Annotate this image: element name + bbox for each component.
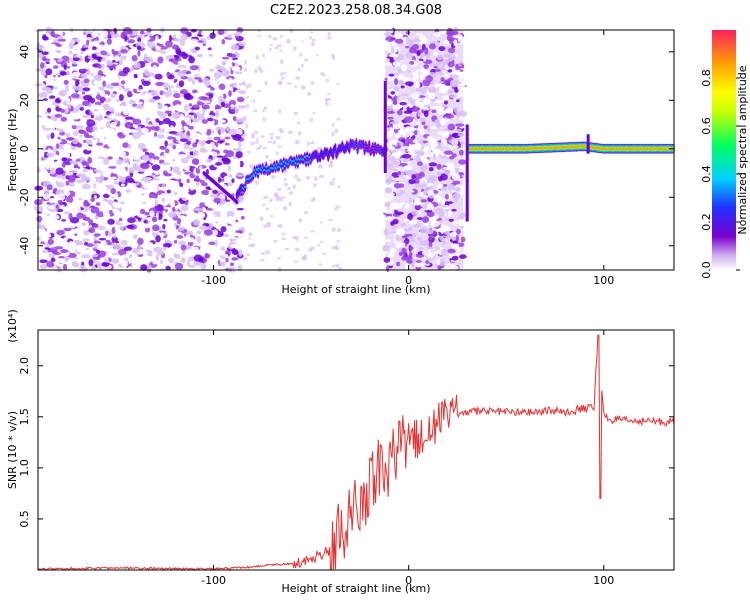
snr-x-label: Height of straight line (km) xyxy=(281,582,430,595)
snr-background xyxy=(38,330,674,570)
colorbar: 0.0 0.2 0.4 0.6 0.8 Normalized spectral ampl… xyxy=(700,30,749,279)
tick-label: 1.0 xyxy=(18,459,31,477)
spectrogram-panel: -100 0 100 -40 -20 0 20 40 Height of straight … xyxy=(6,26,675,296)
tick-label: 100 xyxy=(593,274,614,287)
tick-label: 100 xyxy=(593,574,614,587)
colorbar-gradient xyxy=(712,30,736,270)
colorbar-label: Normalized spectral amplitude xyxy=(736,65,749,234)
snr-y-label: SNR (10 * v/v) xyxy=(6,411,19,489)
snr-y-ticks: 0.5 1.0 1.5 2.0 xyxy=(18,357,674,528)
snr-y-multiplier: (x10⁴) xyxy=(6,309,19,343)
tick-label: -100 xyxy=(201,274,226,287)
spectrogram-y-ticks: -40 -20 0 20 40 xyxy=(18,45,674,255)
snr-series-line xyxy=(37,334,675,571)
figure-title: C2E2.2023.258.08.34.G08 xyxy=(270,3,442,18)
spectrogram-x-ticks: -100 0 100 xyxy=(201,30,614,287)
tick-label: 0 xyxy=(405,274,412,287)
spectrogram-heatmap xyxy=(33,26,675,274)
tick-label: 0.5 xyxy=(18,510,31,528)
tick-label: 0.0 xyxy=(700,261,713,279)
snr-x-ticks: -100 0 100 xyxy=(201,330,614,587)
tick-label: 1.5 xyxy=(18,408,31,426)
tick-label: 0 xyxy=(405,574,412,587)
colorbar-ticks: 0.0 0.2 0.4 0.6 0.8 xyxy=(700,69,740,279)
tick-label: 0.2 xyxy=(700,213,713,231)
tick-label: 0 xyxy=(18,145,31,152)
spectrogram-x-label: Height of straight line (km) xyxy=(281,283,430,296)
tick-label: -100 xyxy=(201,574,226,587)
tick-label: 20 xyxy=(18,93,31,107)
tick-label: -40 xyxy=(18,237,31,255)
tick-label: 2.0 xyxy=(18,357,31,375)
spectrogram-frame xyxy=(37,29,675,271)
tick-label: 0.6 xyxy=(700,117,713,135)
snr-frame xyxy=(37,329,675,571)
snr-panel: -100 0 100 0.5 1.0 1.5 2.0 Height of straight… xyxy=(6,309,675,595)
tick-label: -20 xyxy=(18,188,31,206)
spectrogram-y-label: Frequency (Hz) xyxy=(6,109,19,192)
tick-label: 0.8 xyxy=(700,69,713,87)
tick-label: 0.4 xyxy=(700,165,713,183)
tick-label: 40 xyxy=(18,45,31,59)
